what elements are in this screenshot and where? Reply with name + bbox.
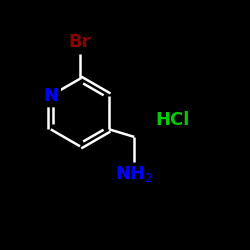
Text: N: N	[43, 87, 58, 104]
Text: HCl: HCl	[155, 111, 190, 129]
Text: Br: Br	[69, 33, 91, 51]
Text: NH$_2$: NH$_2$	[115, 164, 154, 184]
